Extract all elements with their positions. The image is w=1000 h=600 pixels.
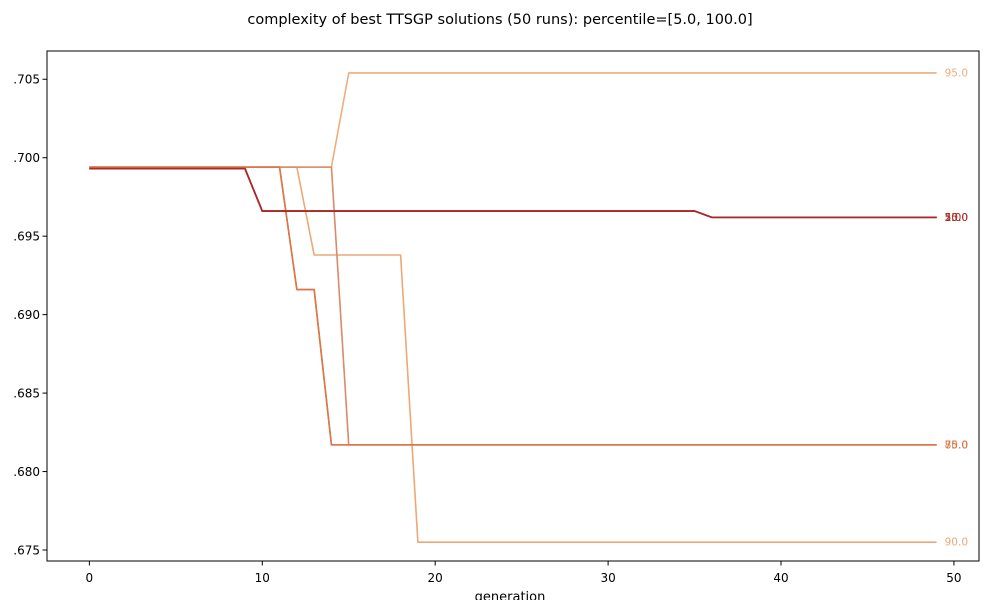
series-end-label: 85.0 bbox=[945, 439, 968, 451]
plot-area bbox=[89, 72, 937, 543]
series-end-label: 95.0 bbox=[945, 67, 968, 79]
series-end-label: 25.0 bbox=[945, 212, 968, 224]
series-end-label: 10.0 bbox=[945, 212, 968, 224]
x-tick-label: 50 bbox=[946, 571, 961, 585]
plot-frame bbox=[46, 50, 980, 562]
x-tick-label: 10 bbox=[255, 571, 270, 585]
series-line bbox=[89, 166, 937, 446]
chart-title: complexity of best TTSGP solutions (50 r… bbox=[247, 12, 752, 28]
y-tick-label: .705 bbox=[13, 73, 40, 87]
axis-ticks: 0 10 20 30 40 50 .675 .680 .685 .690 .695 .700 .705 bbox=[13, 73, 961, 585]
series-end-label: 50.0 bbox=[945, 212, 968, 224]
series-line bbox=[89, 167, 937, 219]
y-tick-label: .690 bbox=[13, 308, 40, 322]
series-line bbox=[89, 166, 937, 543]
y-tick-label: .680 bbox=[13, 465, 40, 479]
end-labels: 95.0 90.0 85.080.075.0 50.025.010.05.0 bbox=[945, 67, 968, 548]
y-tick-label: .700 bbox=[13, 151, 40, 165]
series-line bbox=[89, 167, 937, 219]
x-axis-label: generation bbox=[475, 590, 546, 600]
series-line bbox=[89, 167, 937, 219]
series-line bbox=[89, 167, 937, 219]
x-tick-label: 0 bbox=[86, 571, 94, 585]
y-tick-label: .675 bbox=[13, 544, 40, 558]
x-tick-label: 20 bbox=[428, 571, 443, 585]
series-line bbox=[89, 166, 937, 446]
series-end-label: 90.0 bbox=[945, 537, 968, 549]
y-tick-label: .695 bbox=[13, 230, 40, 244]
x-tick-label: 40 bbox=[773, 571, 788, 585]
series-end-label: 5.0 bbox=[945, 212, 962, 224]
x-tick-label: 30 bbox=[600, 571, 615, 585]
series-end-label: 80.0 bbox=[945, 439, 968, 451]
y-tick-label: .685 bbox=[13, 387, 40, 401]
series-end-label: 75.0 bbox=[945, 439, 968, 451]
series-line bbox=[89, 72, 937, 168]
series-line bbox=[89, 166, 937, 446]
